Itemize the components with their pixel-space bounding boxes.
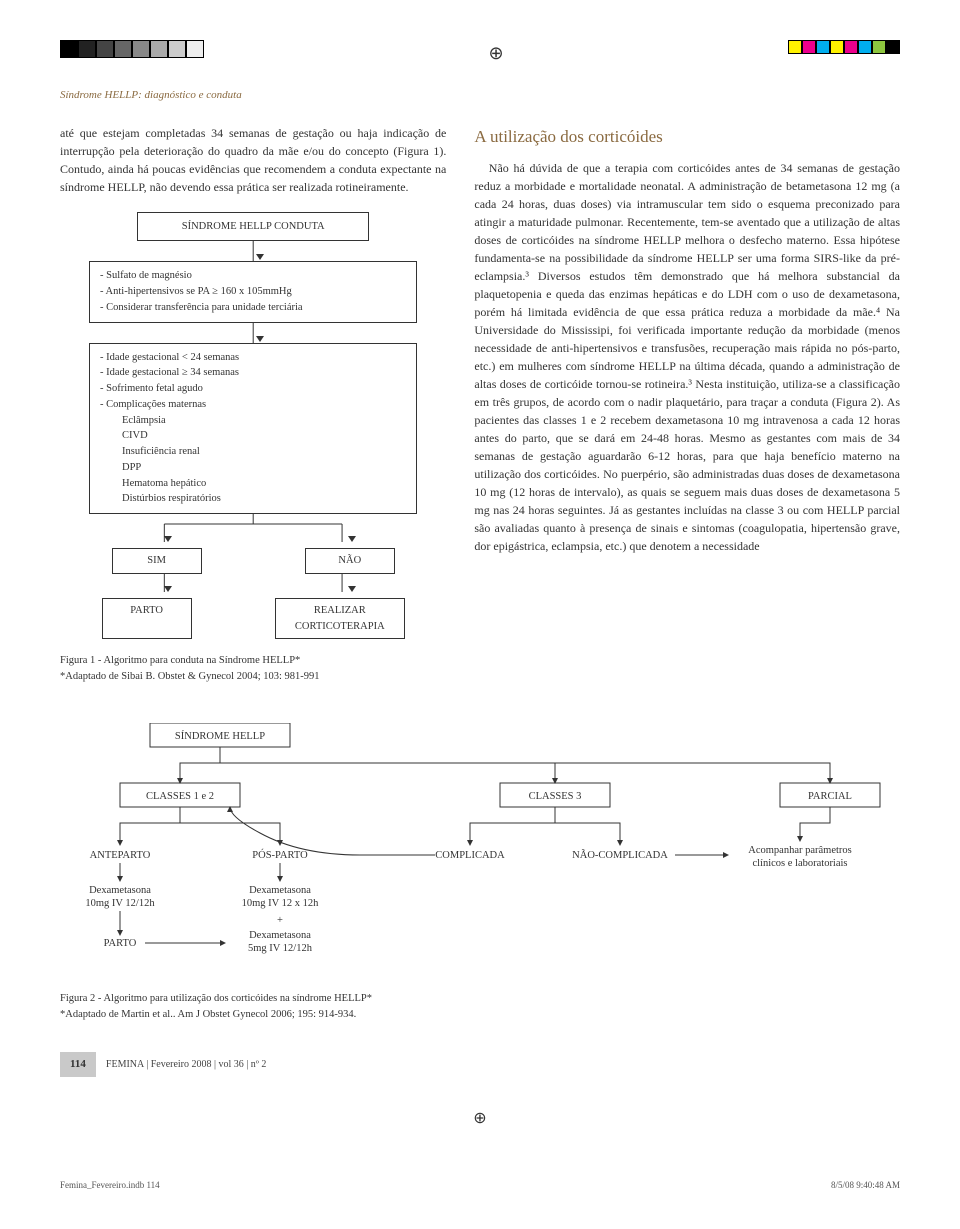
fc1-b2-l3: - Complicações maternas [100, 397, 406, 413]
fc1-sim: SIM [112, 548, 202, 574]
print-timestamp: 8/5/08 9:40:48 AM [831, 1179, 900, 1193]
connector-icon [60, 241, 446, 261]
fc1-parto: PARTO [102, 598, 192, 640]
two-column-layout: até que estejam completadas 34 semanas d… [60, 124, 900, 685]
grayscale-swatches [60, 40, 204, 67]
fc2-n-c3: CLASSES 3 [529, 791, 582, 802]
fc1-title-box: SÍNDROME HELLP CONDUTA [137, 212, 369, 242]
fc2-n-comp: COMPLICADA [435, 850, 505, 861]
print-metadata: Femina_Fevereiro.indb 114 8/5/08 9:40:48… [60, 1171, 900, 1193]
fig2-cap-l1: Figura 2 - Algoritmo para utilização dos… [60, 993, 372, 1004]
fc2-dex-ante-2: 10mg IV 12/12h [85, 898, 155, 909]
fig1-cap-l2: *Adaptado de Sibai B. Obstet & Gynecol 2… [60, 671, 320, 682]
fc2-plus: + [277, 915, 283, 926]
fc1-outcome-row: PARTO REALIZAR CORTICOTERAPIA [60, 598, 446, 640]
fc2-n-pos: PÓS-PARTO [252, 849, 308, 861]
fc1-b1-l0: - Sulfato de magnésio [100, 268, 406, 284]
fc2-dex-pos-3: Dexametasona [249, 930, 311, 941]
fc1-b2-l2: - Sofrimento fetal agudo [100, 381, 406, 397]
fc1-b2-l8: Hematoma hepático [100, 476, 406, 492]
fc2-n-c12: CLASSES 1 e 2 [146, 791, 214, 802]
branch-connector-icon [60, 514, 446, 544]
fc1-b2-l7: DPP [100, 460, 406, 476]
fc1-b1-l2: - Considerar transferência para unidade … [100, 300, 406, 316]
figure-1-flowchart: SÍNDROME HELLP CONDUTA - Sulfato de magn… [60, 212, 446, 685]
intro-paragraph: até que estejam completadas 34 semanas d… [60, 124, 446, 196]
registration-mark-icon: ⊕ [60, 1107, 900, 1131]
fig1-cap-l1: Figura 1 - Algoritmo para conduta na Sín… [60, 655, 300, 666]
running-header: Síndrome HELLP: diagnóstico e conduta [60, 87, 900, 104]
figure-1-caption: Figura 1 - Algoritmo para conduta na Sín… [60, 653, 446, 685]
fc2-dex-pos-1: Dexametasona [249, 885, 311, 896]
registration-mark-icon: ⊕ [488, 40, 503, 67]
figure-2-caption: Figura 2 - Algoritmo para utilização dos… [60, 991, 900, 1023]
fc1-b2-l6: Insuficiência renal [100, 444, 406, 460]
fc1-box-criteria: - Idade gestacional < 24 semanas - Idade… [89, 343, 417, 515]
fc2-n-parcial: PARCIAL [808, 791, 852, 802]
right-column: A utilização dos corticóides Não há dúvi… [474, 124, 900, 685]
fc1-b2-l1: - Idade gestacional ≥ 34 semanas [100, 365, 406, 381]
fc2-n-hellp: SÍNDROME HELLP [175, 730, 265, 742]
page-number: 114 [60, 1052, 96, 1077]
fc2-svg: .bx{fill:#fff;stroke:#333;stroke-width:1… [60, 723, 900, 983]
source-file: Femina_Fevereiro.indb 114 [60, 1179, 160, 1193]
figure-2-flowchart: .bx{fill:#fff;stroke:#333;stroke-width:1… [60, 709, 900, 1023]
fc2-n-acomp2: clínicos e laboratoriais [752, 858, 847, 869]
color-swatches [788, 40, 900, 67]
fc1-b2-l0: - Idade gestacional < 24 semanas [100, 350, 406, 366]
fc2-dex-ante-1: Dexametasona [89, 885, 151, 896]
fc1-b2-l9: Distúrbios respiratórios [100, 491, 406, 507]
fc2-n-ncomp: NÃO-COMPLICADA [572, 849, 668, 861]
right-body-paragraph: Não há dúvida de que a terapia com corti… [474, 159, 900, 555]
print-registration-marks: ⊕ [60, 40, 900, 67]
fc2-dex-pos-2: 10mg IV 12 x 12h [242, 898, 320, 909]
fc2-n-ante: ANTEPARTO [90, 850, 151, 861]
fc1-nao: NÃO [305, 548, 395, 574]
journal-citation: FEMINA | Fevereiro 2008 | vol 36 | nº 2 [106, 1057, 266, 1072]
fc1-b1-l1: - Anti-hipertensivos se PA ≥ 160 x 105mm… [100, 284, 406, 300]
fc1-b2-l5: CIVD [100, 428, 406, 444]
fc1-b2-l4: Eclâmpsia [100, 413, 406, 429]
connector-icon [60, 323, 446, 343]
fc2-dex-pos-4: 5mg IV 12/12h [248, 943, 313, 954]
left-column: até que estejam completadas 34 semanas d… [60, 124, 446, 685]
fc1-cortico: REALIZAR CORTICOTERAPIA [275, 598, 405, 640]
fig2-cap-l2: *Adaptado de Martin et al.. Am J Obstet … [60, 1009, 356, 1020]
section-heading: A utilização dos corticóides [474, 124, 900, 150]
fc1-decision-row: SIM NÃO [60, 548, 446, 574]
dual-connector-icon [60, 574, 446, 594]
fc2-parto: PARTO [104, 938, 137, 949]
fc1-box-initial: - Sulfato de magnésio - Anti-hipertensiv… [89, 261, 417, 322]
page-footer: 114 FEMINA | Fevereiro 2008 | vol 36 | n… [60, 1052, 900, 1077]
fc2-n-acomp1: Acompanhar parâmetros [748, 845, 852, 856]
